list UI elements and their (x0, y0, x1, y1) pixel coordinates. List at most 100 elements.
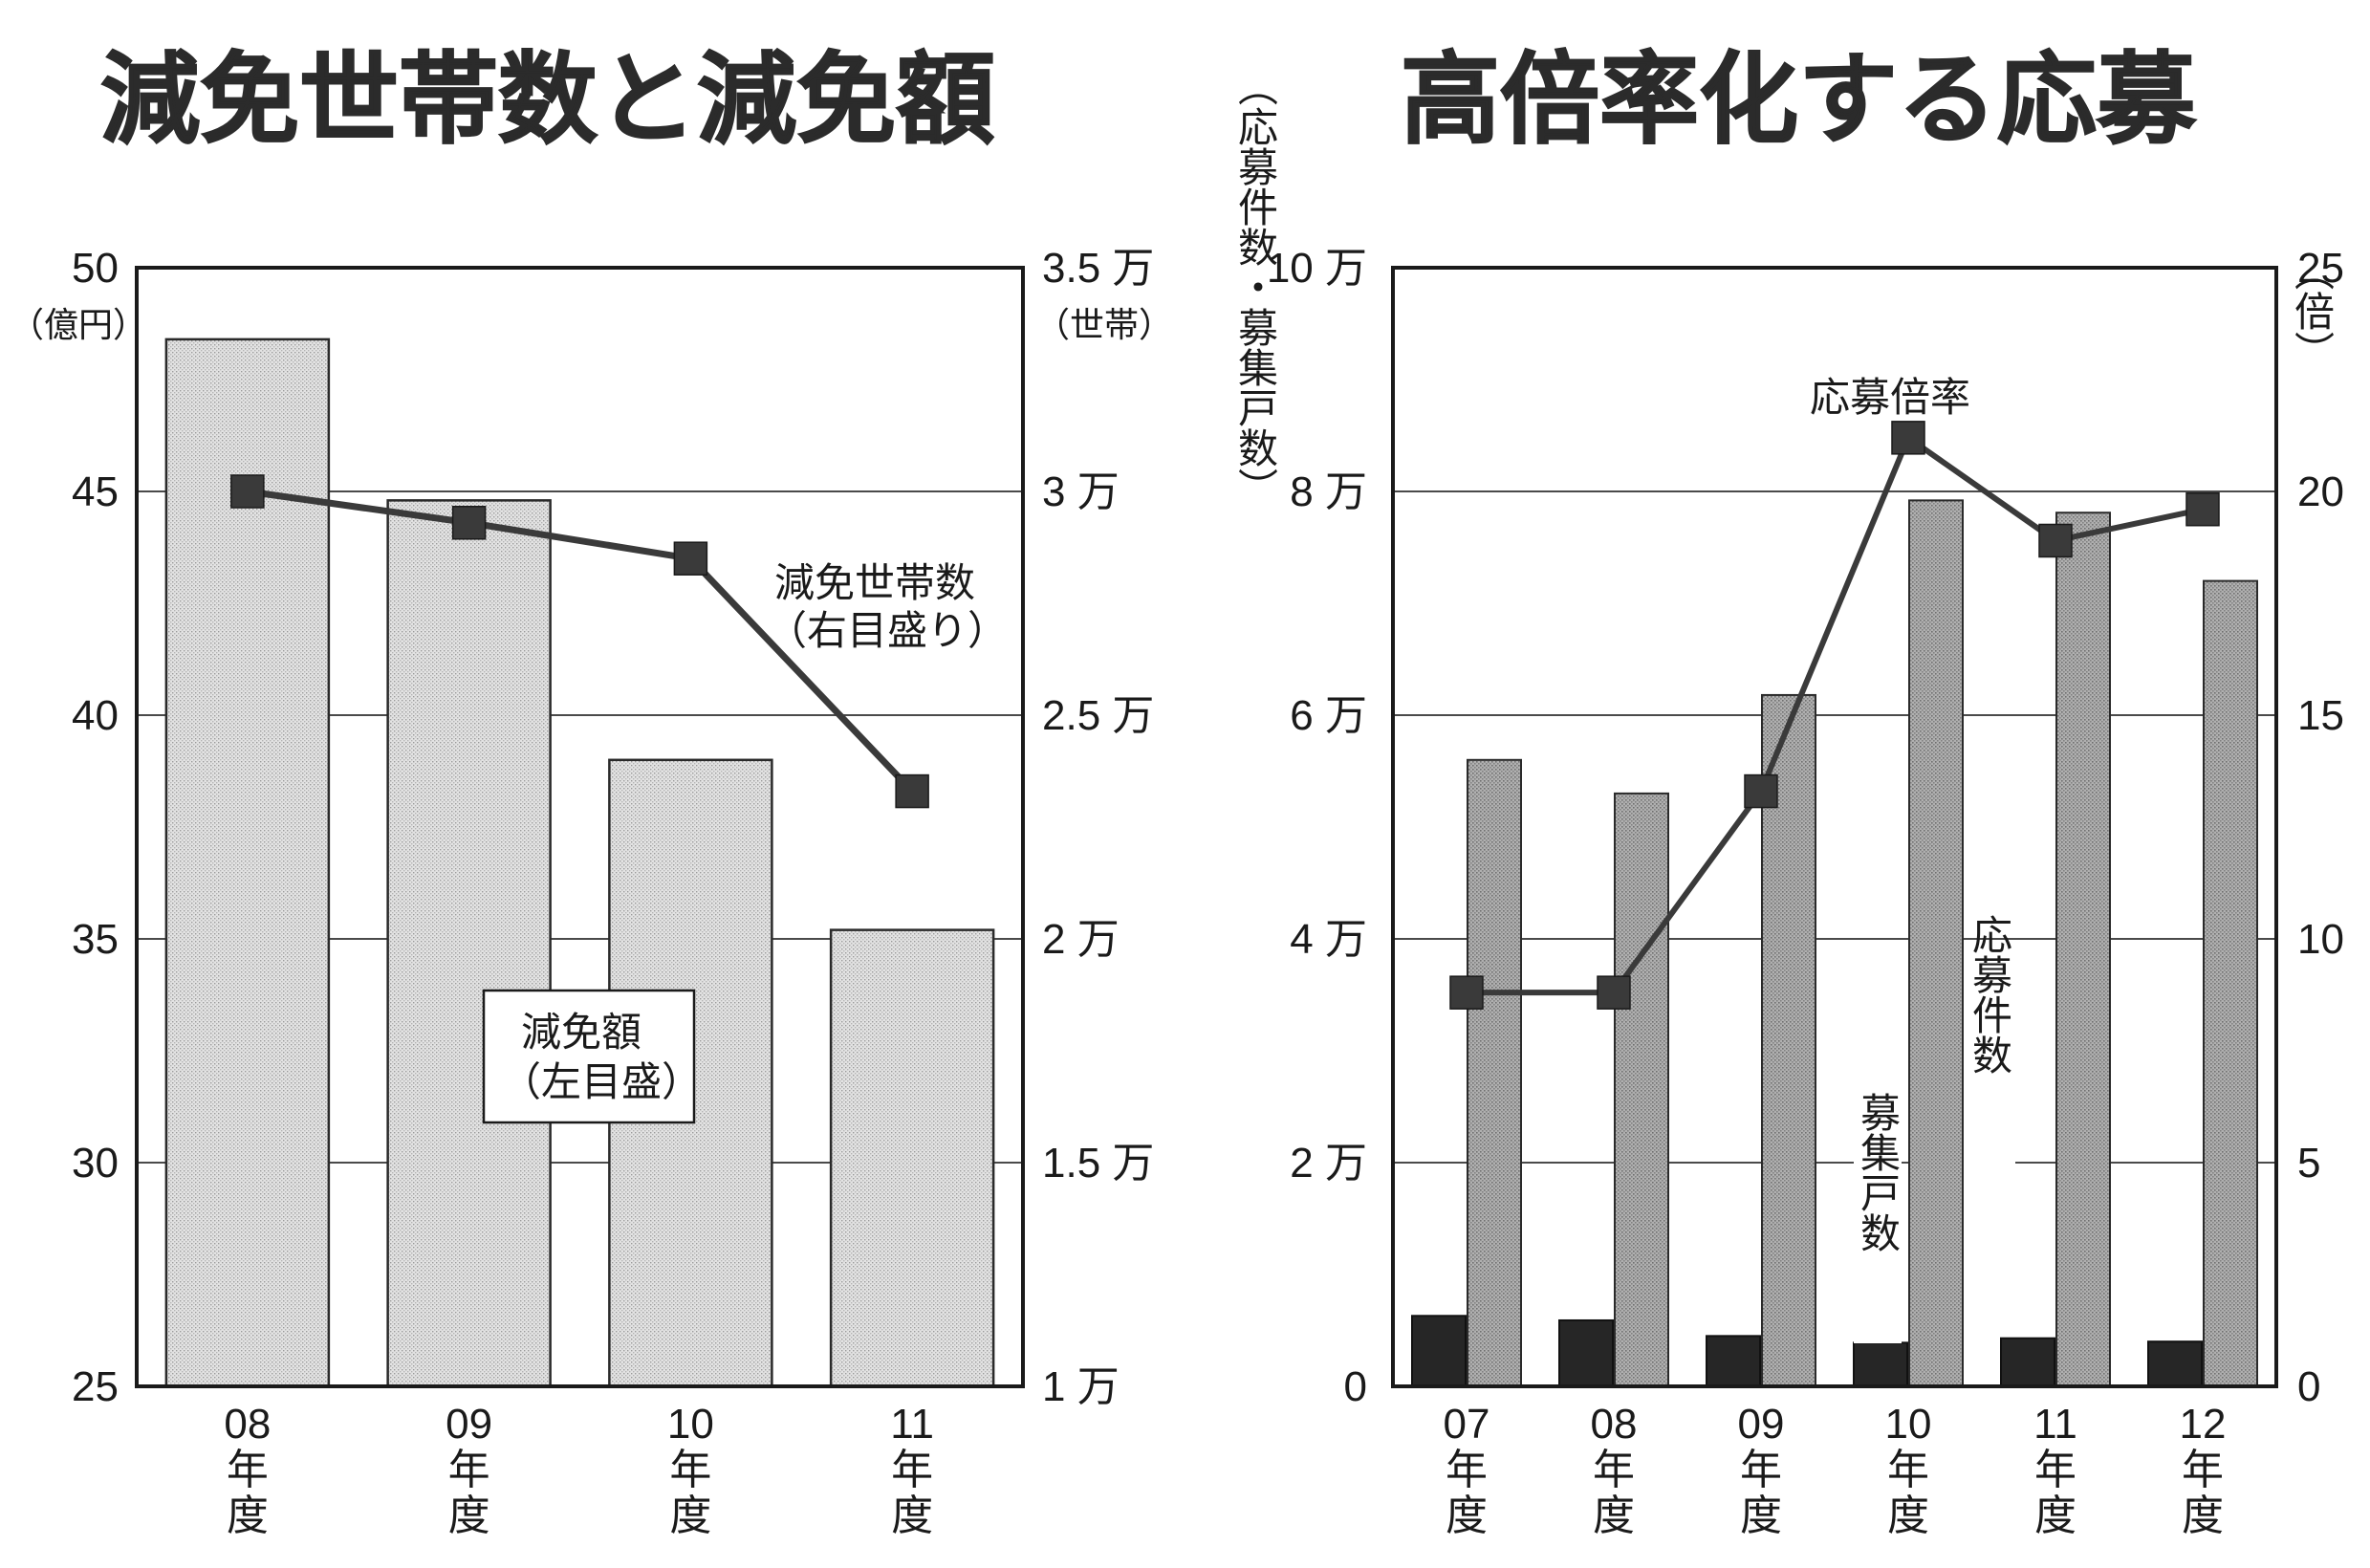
chart1-bar-label: 減免額 （左目盛） (482, 989, 702, 1124)
bar-applications-09 (1761, 693, 1816, 1387)
left-unit-text: （応募件数・募集戸数） (1232, 66, 1279, 508)
x-label-char: 度 (2182, 1492, 2224, 1540)
left-tick-label: 40 (72, 692, 119, 739)
marker-12 (2185, 491, 2220, 527)
small-bar-label: 募集戸数 (1855, 1092, 1902, 1252)
right-unit-text: （倍） (2289, 250, 2336, 371)
marker-09 (451, 506, 487, 540)
marker-11 (895, 773, 929, 809)
bar-applications-11 (2055, 512, 2111, 1387)
x-label-char: 度 (669, 1492, 711, 1540)
marker-11 (2038, 523, 2073, 558)
chart2-large-bar-label: 応募件数 (1964, 914, 2015, 1166)
x-label-char: 度 (1446, 1492, 1488, 1540)
line-label-line2: （右目盛り） (767, 607, 1008, 654)
x-label-char: 度 (2034, 1492, 2076, 1540)
chart1-right-ticks: 1 万 1.5 万 2 万 2.5 万 3 万 3.5 万 (1042, 245, 1154, 1410)
line-label-line1: 減免世帯数 (774, 559, 975, 606)
bar-recruit-11 (2000, 1337, 2055, 1387)
large-bar-label: 応募件数 (1967, 914, 2013, 1075)
large-bar-label-bg (1964, 985, 2015, 1166)
marker-08 (230, 474, 265, 509)
chart2-line-series (1449, 421, 2220, 1010)
left-tick-label: 50 (72, 245, 119, 292)
x-label-number: 11 (890, 1401, 934, 1448)
left-tick-label: 35 (72, 916, 119, 963)
bar-applications-07 (1467, 758, 1522, 1387)
bar-label-line1: 減免額 (521, 1009, 641, 1056)
chart2-left-unit-vertical: （応募件数・募集戸数） (1232, 66, 1279, 508)
chart2-gridlines (1393, 490, 2276, 1164)
left-tick-label: 2 万 (1290, 1140, 1367, 1187)
chart1-line-series (230, 474, 929, 809)
right-tick-label: 20 (2297, 468, 2344, 515)
right-tick-label: 3.5 万 (1042, 245, 1154, 292)
x-label-number: 11 (2033, 1401, 2077, 1448)
left-tick-label: 4 万 (1290, 916, 1367, 963)
left-tick-label: 0 (1344, 1363, 1367, 1410)
right-tick-label: 25 (2297, 245, 2344, 292)
chart2-small-bar-label: 募集戸数 (1854, 1092, 1902, 1343)
x-label-number: 12 (2180, 1401, 2227, 1448)
left-tick-label: 10 万 (1267, 245, 1367, 292)
bar-08 (164, 338, 331, 1388)
marker-08 (1597, 975, 1631, 1010)
x-label-number: 09 (446, 1401, 492, 1448)
right-tick-label: 1.5 万 (1042, 1140, 1154, 1187)
bar-recruit-09 (1706, 1335, 1761, 1387)
bar-09 (386, 499, 552, 1388)
marker-09 (1744, 773, 1778, 809)
x-label-number: 08 (224, 1401, 271, 1448)
bar-label-box (482, 989, 696, 1124)
x-label-char: 年 (2182, 1446, 2224, 1494)
chart1-title: 減免世帯数と減免額 (100, 41, 995, 158)
chart2-bars (1411, 499, 2258, 1388)
right-tick-label: 2 万 (1042, 916, 1120, 963)
x-label-char: 年 (2034, 1446, 2076, 1494)
chart2-right-unit-vertical: （倍） (2289, 250, 2336, 371)
chart1-plot-frame (135, 266, 1025, 1388)
chart1-left-unit: （億円） (10, 306, 147, 345)
right-tick-label: 10 (2297, 916, 2344, 963)
x-label-char: 度 (1593, 1492, 1635, 1540)
right-tick-label: 0 (2297, 1363, 2320, 1410)
right-tick-label: 3 万 (1042, 468, 1120, 515)
x-label-char: 年 (669, 1446, 711, 1494)
right-tick-label: 5 (2297, 1140, 2320, 1187)
x-label-number: 08 (1591, 1401, 1638, 1448)
chart2-right-ticks: 0 5 10 15 20 25 (2297, 245, 2344, 1410)
x-label-char: 度 (1740, 1492, 1782, 1540)
chart1-left-ticks: 25 30 35 40 45 50 (72, 245, 119, 1410)
bar-label-line2: （左目盛） (501, 1058, 702, 1105)
chart-applications: 高倍率化する応募 0 2 万 4 万 6 万 8 万 10 万 0 5 10 15 20 25 （応… (1232, 40, 2344, 1540)
marker-10 (673, 541, 708, 576)
chart1-right-unit: （世帯） (1035, 306, 1173, 345)
left-unit: （応募件数・募集戸数） (1232, 66, 1279, 508)
x-label-number: 09 (1738, 1401, 1785, 1448)
right-tick-label: 1 万 (1042, 1363, 1120, 1410)
marker-07 (1449, 975, 1484, 1010)
line-ratio (1467, 434, 2204, 996)
chart2-line-label: 応募倍率 (1810, 374, 1970, 421)
left-tick-label: 25 (72, 1363, 119, 1410)
x-label-char: 年 (891, 1446, 933, 1494)
x-label-char: 度 (227, 1492, 269, 1540)
left-tick-label: 45 (72, 468, 119, 515)
chart2-left-ticks: 0 2 万 4 万 6 万 8 万 10 万 (1267, 245, 1367, 1410)
x-label-number: 10 (1885, 1401, 1932, 1448)
x-label-char: 年 (1887, 1446, 1929, 1494)
bar-recruit-08 (1558, 1318, 1614, 1387)
chart2-title: 高倍率化する応募 (1401, 41, 2197, 158)
